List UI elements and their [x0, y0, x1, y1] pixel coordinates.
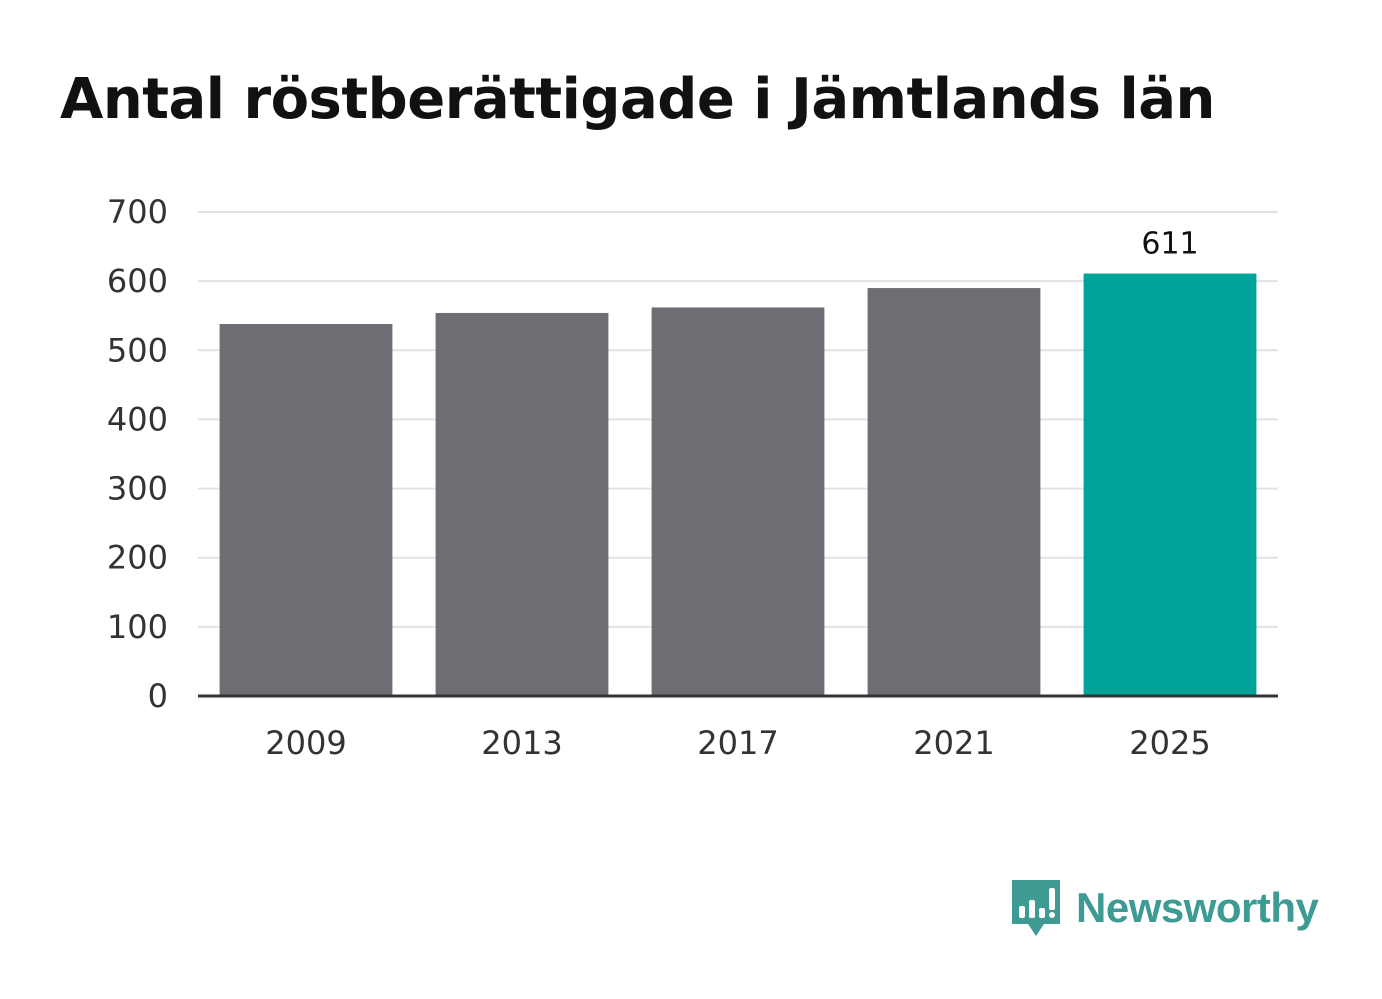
x-tick-label: 2013: [481, 724, 562, 762]
x-tick-label: 2017: [697, 724, 778, 762]
y-tick-label: 0: [148, 677, 168, 715]
bar-2017: [651, 307, 825, 696]
brand-name: Newsworthy: [1076, 884, 1319, 931]
bar-2021: [867, 288, 1041, 696]
x-tick-label: 2021: [913, 724, 994, 762]
y-tick-label: 600: [107, 262, 168, 300]
data-label: 611: [1141, 227, 1198, 262]
bar-chart-speech-bubble-icon: [1012, 880, 1060, 936]
y-tick-label: 400: [107, 400, 168, 438]
bar-2013: [435, 312, 609, 696]
chart-title: Antal röstberättigade i Jämtlands län: [60, 67, 1215, 132]
x-tick-label: 2009: [265, 724, 346, 762]
y-tick-label: 300: [107, 470, 168, 508]
newsworthy-logo: Newsworthy: [1010, 876, 1319, 940]
labels: 0 100 200 300 400 500 600 700 2009 2013 2017 2021 20…: [107, 193, 1211, 762]
x-tick-label: 2025: [1129, 724, 1210, 762]
y-tick-label: 500: [107, 331, 168, 369]
y-tick-label: 200: [107, 539, 168, 577]
bars: [219, 273, 1257, 696]
bar-2025: [1083, 273, 1257, 696]
y-tick-label: 100: [107, 608, 168, 646]
bar-2009: [219, 324, 393, 696]
y-tick-label: 700: [107, 193, 168, 231]
